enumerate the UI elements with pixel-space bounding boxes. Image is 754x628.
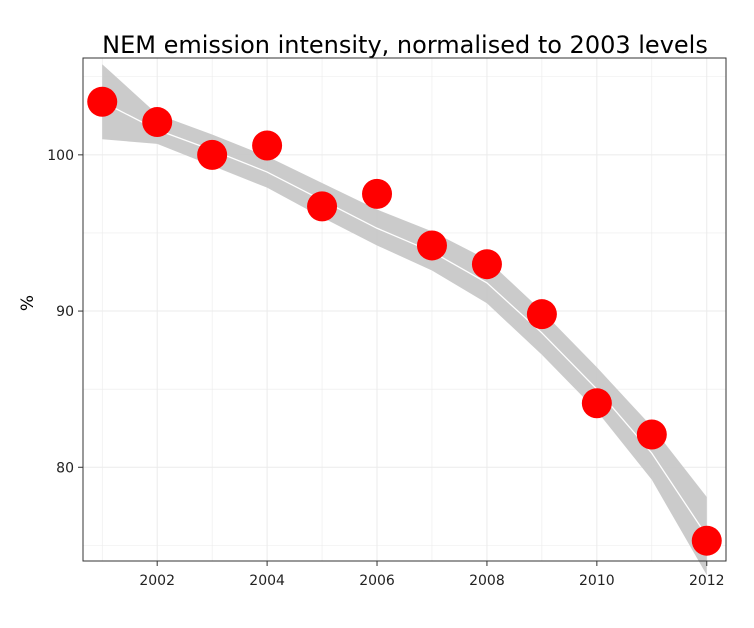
data-point	[471, 249, 502, 280]
confidence-ribbon	[102, 64, 707, 576]
data-point	[307, 191, 338, 222]
y-axis-label: %	[18, 295, 38, 311]
x-tick-label: 2008	[469, 573, 505, 589]
x-axis-ticks: 2002 2004 2006 2008 2010 2012	[139, 561, 725, 589]
data-point	[252, 130, 283, 161]
data-points	[87, 86, 722, 556]
smooth-line-layer	[101, 101, 708, 537]
smooth-line	[101, 101, 708, 537]
x-tick-label: 2010	[579, 573, 615, 589]
data-point	[526, 299, 557, 330]
data-point	[636, 419, 667, 450]
y-tick-label: 100	[47, 148, 74, 164]
y-tick-label: 90	[56, 304, 74, 320]
data-point	[581, 388, 612, 419]
data-point	[416, 230, 447, 261]
y-axis-ticks: 80 90 100	[47, 148, 83, 476]
x-tick-label: 2012	[689, 573, 725, 589]
x-tick-label: 2002	[139, 573, 175, 589]
data-point	[197, 139, 228, 170]
confidence-ribbon-layer	[102, 64, 707, 576]
x-tick-label: 2004	[249, 573, 285, 589]
plot-frame	[82, 57, 727, 562]
data-point	[362, 178, 393, 209]
data-point	[142, 107, 173, 138]
data-point	[87, 86, 118, 117]
chart-title: NEM emission intensity, normalised to 20…	[102, 31, 708, 59]
x-tick-label: 2006	[359, 573, 395, 589]
y-tick-label: 80	[56, 460, 74, 476]
data-point	[691, 525, 722, 556]
